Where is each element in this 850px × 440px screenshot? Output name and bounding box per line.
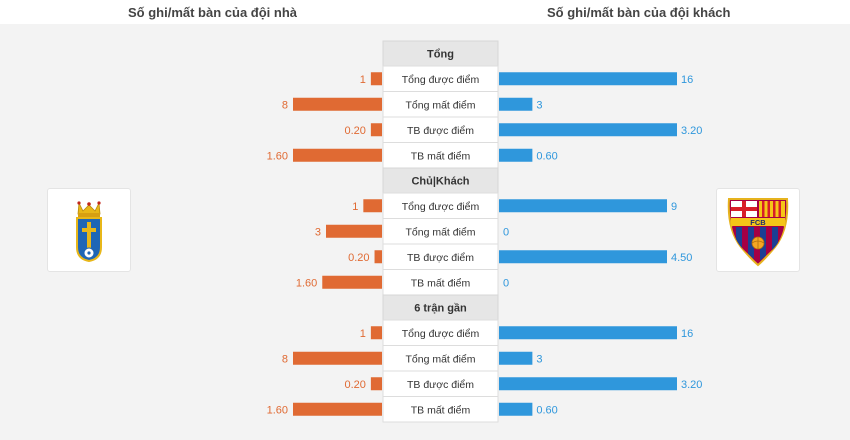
- away-value-label: 16: [681, 74, 693, 86]
- section-title-box: [382, 294, 499, 321]
- home-value-label: 1.60: [296, 277, 317, 289]
- section-title: Tổng: [427, 49, 454, 61]
- home-bar: [374, 250, 382, 264]
- away-value-label: 0.60: [536, 404, 557, 416]
- home-team-title: Số ghi/mất bàn của đội nhà: [128, 5, 298, 20]
- away-bar: [499, 199, 667, 213]
- category-label: TB được điểm: [407, 252, 474, 264]
- home-bar: [370, 123, 382, 137]
- away-team-title: Số ghi/mất bàn của đội khách: [547, 5, 731, 20]
- away-bar: [499, 402, 533, 416]
- home-bar: [326, 224, 382, 238]
- home-bar: [370, 72, 382, 86]
- home-bar: [370, 326, 382, 340]
- chart-section: Tổng Tổng được điểm 1 16 Tổng mất điểm 8 3 TB đ…: [267, 40, 702, 169]
- away-bar: [499, 250, 667, 264]
- real-oviedo-crest-icon: [76, 201, 102, 263]
- category-label: TB được điểm: [407, 125, 474, 137]
- away-value-label: 0: [503, 277, 509, 289]
- home-bar: [293, 351, 382, 365]
- category-label: Tổng mất điểm: [405, 99, 475, 111]
- away-bar: [499, 351, 533, 365]
- home-value-label: 0.20: [344, 125, 365, 137]
- chart-header: Số ghi/mất bàn của đội nhà Số ghi/mất bà…: [0, 0, 850, 24]
- category-label: Tổng được điểm: [402, 201, 480, 213]
- home-value-label: 8: [282, 99, 288, 111]
- away-team-logo: FCB: [716, 188, 800, 272]
- category-label: Tổng được điểm: [402, 74, 480, 86]
- away-value-label: 3.20: [681, 379, 702, 391]
- home-bar: [370, 377, 382, 391]
- home-value-label: 0.20: [348, 252, 369, 264]
- category-label: TB được điểm: [407, 379, 474, 391]
- home-bar: [322, 275, 382, 289]
- category-cell: [382, 396, 499, 423]
- away-value-label: 16: [681, 328, 693, 340]
- away-bar: [499, 326, 677, 340]
- home-bar: [293, 148, 382, 162]
- home-bar: [363, 199, 382, 213]
- home-value-label: 1.60: [267, 404, 288, 416]
- home-value-label: 1: [360, 328, 366, 340]
- section-title: Chủ|Khách: [411, 176, 469, 188]
- away-value-label: 0.60: [536, 150, 557, 162]
- away-value-label: 3.20: [681, 125, 702, 137]
- category-label: TB mất điểm: [411, 150, 471, 162]
- home-team-logo: [47, 188, 131, 272]
- away-value-label: 0: [503, 226, 509, 238]
- away-bar: [499, 97, 533, 111]
- away-bar: [499, 123, 677, 137]
- chart-section: 6 trận gần Tổng được điểm 1 16 Tổng mất điểm…: [267, 294, 702, 423]
- home-value-label: 3: [315, 226, 321, 238]
- category-label: Tổng mất điểm: [405, 353, 475, 365]
- home-value-label: 1: [360, 74, 366, 86]
- category-label: TB mất điểm: [411, 277, 471, 289]
- section-title: 6 trận gần: [414, 303, 467, 315]
- home-value-label: 8: [282, 353, 288, 365]
- home-bar: [293, 97, 382, 111]
- away-bar: [499, 148, 533, 162]
- category-cell: [382, 192, 499, 219]
- fc-barcelona-crest-icon: FCB: [727, 198, 789, 267]
- crest-text: FCB: [750, 218, 766, 227]
- category-label: TB mất điểm: [411, 404, 471, 416]
- category-cell: [382, 370, 499, 397]
- home-value-label: 1.60: [267, 150, 288, 162]
- away-bar: [499, 377, 677, 391]
- section-title-box: [382, 167, 499, 194]
- category-label: Tổng được điểm: [402, 328, 480, 340]
- chart-section: Chủ|Khách Tổng được điểm 1 9 Tổng mất điểm 3 0…: [296, 167, 692, 296]
- home-bar: [293, 402, 382, 416]
- away-value-label: 9: [671, 201, 677, 213]
- category-cell: [382, 345, 499, 372]
- category-cell: [382, 142, 499, 169]
- category-label: Tổng mất điểm: [405, 226, 475, 238]
- category-cell: [382, 243, 499, 270]
- away-value-label: 3: [536, 99, 542, 111]
- home-value-label: 1: [352, 201, 358, 213]
- away-bar: [499, 72, 677, 86]
- home-value-label: 0.20: [344, 379, 365, 391]
- away-value-label: 3: [536, 353, 542, 365]
- away-value-label: 4.50: [671, 252, 692, 264]
- category-cell: [382, 218, 499, 245]
- category-cell: [382, 91, 499, 118]
- section-title-box: [382, 40, 499, 67]
